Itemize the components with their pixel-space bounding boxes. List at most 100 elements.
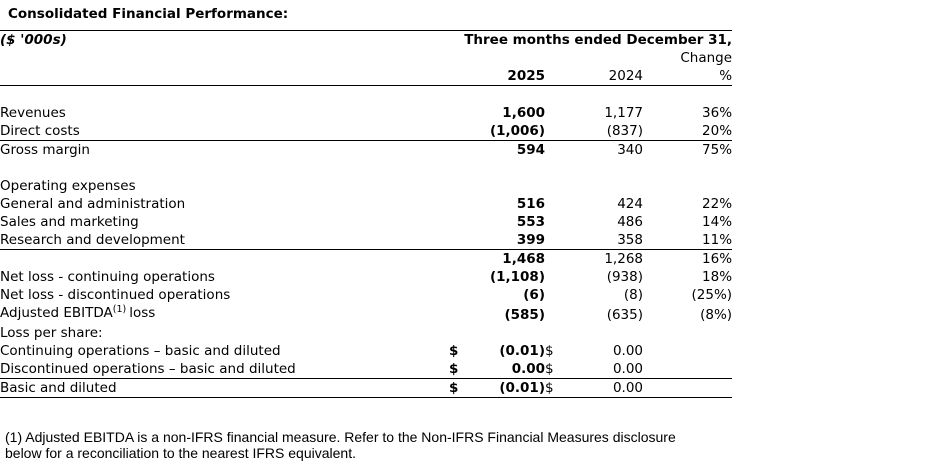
currency-2024 [545, 213, 563, 231]
value-2025: (1,108) [489, 268, 545, 285]
value-2024: (837) [563, 121, 643, 141]
value-2024: 1,268 [604, 250, 643, 267]
table-row-direct-costs: Direct costs (1,006) (837) 20% [0, 121, 733, 141]
currency-2025 [449, 213, 470, 231]
change-value: (8%) [700, 306, 733, 323]
footnote-line-1: (1) Adjusted EBITDA is a non-IFRS financ… [5, 428, 676, 445]
table-row-loss-per-share: Loss per share: [0, 324, 732, 342]
value-2024: 358 [563, 230, 643, 250]
currency-2024 [545, 230, 563, 250]
row-label: Net loss - discontinued operations [0, 286, 231, 303]
empty-cell [643, 342, 732, 360]
col-header-2024: 2024 [563, 67, 643, 86]
spacer-row [0, 86, 732, 104]
currency-2024: $ [545, 359, 563, 379]
value-2025: (0.01) [470, 378, 545, 398]
value-2024: (938) [606, 268, 643, 285]
row-label: General and administration [0, 195, 186, 212]
value-2024: 0.00 [612, 342, 643, 359]
currency-2025: $ [449, 359, 470, 379]
table-header-row-period: ($ '000s) Three months ended December 31… [0, 31, 732, 49]
table-row-eps-discontinued: Discontinued operations – basic and dilu… [0, 359, 733, 379]
table-header-row-years: 2025 2024 % [0, 67, 733, 86]
value-2025: 516 [516, 195, 545, 212]
row-label: Loss per share: [0, 324, 103, 341]
currency-2024: $ [545, 342, 554, 359]
unit-label: ($ '000s) [0, 32, 67, 48]
spacer-row [0, 159, 732, 177]
value-2025: 0.00 [470, 359, 545, 379]
table-row-adjusted-ebitda: Adjusted EBITDA(1) loss (585) (635) (8%) [0, 304, 732, 324]
empty-cell [545, 177, 563, 195]
currency-2025 [449, 268, 470, 286]
row-label: Direct costs [0, 121, 449, 141]
row-label [0, 249, 449, 268]
col-header-percent: % [643, 67, 733, 86]
empty-cell [470, 177, 545, 195]
currency-2025 [449, 104, 470, 122]
row-label: Adjusted EBITDA(1) loss [0, 304, 449, 324]
row-label: Basic and diluted [0, 378, 449, 398]
table-row-revenues: Revenues 1,600 1,177 36% [0, 104, 732, 122]
currency-2025 [449, 140, 470, 159]
empty-cell [0, 49, 449, 67]
table-row-eps-basic-diluted: Basic and diluted $ (0.01) $ 0.00 [0, 378, 733, 398]
row-label: Continuing operations – basic and dilute… [0, 342, 281, 359]
table-row-gross-margin: Gross margin 594 340 75% [0, 140, 732, 159]
value-2025: 553 [516, 213, 545, 230]
currency-2025 [449, 230, 470, 250]
value-2024: 1,177 [604, 104, 643, 121]
empty-cell [643, 378, 733, 398]
change-value: (25%) [691, 286, 733, 303]
currency-2025 [449, 249, 470, 268]
page-title: Consolidated Financial Performance: [0, 0, 732, 31]
change-value: 36% [702, 104, 733, 121]
empty-cell [563, 324, 643, 342]
empty-cell [643, 324, 732, 342]
change-value: 75% [702, 141, 733, 158]
currency-2025 [449, 195, 470, 213]
table-header-row-change: Change [0, 49, 732, 67]
empty-cell [449, 177, 470, 195]
currency-2024 [545, 104, 563, 122]
table-row-eps-continuing: Continuing operations – basic and dilute… [0, 342, 732, 360]
value-2024: (635) [606, 306, 643, 323]
value-2025: 1,600 [502, 104, 545, 121]
value-2024: 486 [617, 213, 643, 230]
value-2024: (8) [623, 286, 643, 303]
row-label: Sales and marketing [0, 213, 139, 230]
financial-table: ($ '000s) Three months ended December 31… [0, 31, 733, 398]
currency-2025: $ [449, 342, 459, 359]
change-value: 22% [702, 195, 733, 212]
currency-2025 [449, 121, 470, 141]
spacer-cell [0, 159, 732, 177]
value-2025: 399 [470, 230, 545, 250]
currency-2024 [545, 304, 563, 324]
col-header-2025: 2025 [470, 67, 545, 86]
change-value: 11% [643, 230, 733, 250]
row-label: Discontinued operations – basic and dilu… [0, 359, 449, 379]
footnote-marker: (1) [112, 303, 127, 315]
period-header: Three months ended December 31, [464, 32, 733, 48]
table-row-total-operating-expenses: 1,468 1,268 16% [0, 249, 732, 268]
empty-cell [545, 67, 563, 86]
footnote: (1) Adjusted EBITDA is a non-IFRS financ… [0, 429, 730, 461]
currency-2024 [545, 140, 563, 159]
table-row-research-development: Research and development 399 358 11% [0, 230, 733, 250]
table-row-sales-marketing: Sales and marketing 553 486 14% [0, 213, 732, 231]
value-2024: 0.00 [563, 378, 643, 398]
value-2024: 0.00 [563, 359, 643, 379]
financial-report: Consolidated Financial Performance: ($ '… [0, 0, 733, 398]
spacer-cell [0, 86, 732, 104]
currency-2025 [449, 304, 470, 324]
row-label: Gross margin [0, 141, 90, 158]
row-label-text: Adjusted EBITDA [0, 304, 113, 321]
change-value: 16% [702, 250, 733, 267]
empty-cell [449, 324, 470, 342]
row-label: Revenues [0, 104, 66, 121]
row-label: Operating expenses [0, 177, 136, 194]
currency-2024 [545, 195, 563, 213]
currency-2024 [545, 249, 563, 268]
footnote-line-2: below for a reconciliation to the neares… [5, 444, 356, 461]
empty-cell [0, 67, 449, 86]
